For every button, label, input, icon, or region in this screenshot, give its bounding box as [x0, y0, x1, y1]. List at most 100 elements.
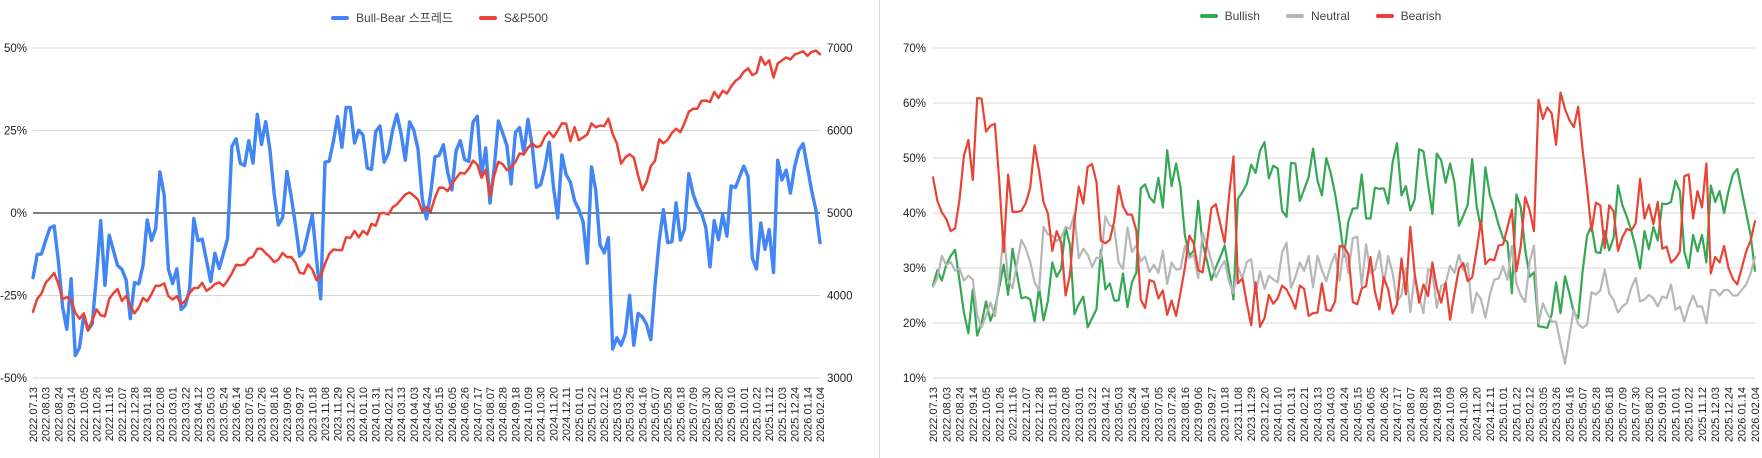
legend-item-neutral: Neutral [1285, 9, 1350, 23]
svg-text:2022.10.05: 2022.10.05 [981, 387, 993, 442]
svg-text:2022.10.26: 2022.10.26 [994, 387, 1006, 442]
svg-text:5000: 5000 [827, 208, 853, 220]
svg-text:2025.10.01: 2025.10.01 [1670, 387, 1682, 442]
svg-text:-25%: -25% [0, 291, 27, 303]
svg-text:-50%: -50% [0, 373, 27, 385]
svg-text:2024.04.24: 2024.04.24 [1339, 387, 1351, 442]
svg-text:2024.05.15: 2024.05.15 [434, 387, 446, 442]
svg-text:2023.03.22: 2023.03.22 [180, 387, 192, 442]
svg-text:2023.10.18: 2023.10.18 [307, 387, 319, 442]
sentiment-chart-legend: Bullish Neutral Bearish [879, 9, 1762, 23]
svg-text:2023.06.14: 2023.06.14 [231, 387, 243, 442]
svg-text:2024.11.20: 2024.11.20 [548, 387, 560, 441]
svg-text:2024.01.10: 2024.01.10 [1273, 387, 1285, 442]
svg-text:2022.09.14: 2022.09.14 [66, 387, 78, 442]
svg-text:2025.02.12: 2025.02.12 [599, 387, 611, 442]
svg-text:2023.07.05: 2023.07.05 [244, 387, 256, 442]
svg-text:60%: 60% [903, 98, 926, 110]
svg-text:2024.10.30: 2024.10.30 [536, 387, 548, 442]
sentiment-breakdown-chart: Bullish Neutral Bearish 70% 60% 50% 40% 30% 2… [879, 0, 1762, 458]
spread-chart-plot: 50% 25% 0% -25% -50% 7000 6000 5000 4000 3000 2022… [0, 43, 853, 442]
svg-text:2024.08.28: 2024.08.28 [1419, 387, 1431, 442]
legend-label-bull-bear-spread: Bull-Bear 스프레드 [356, 11, 453, 25]
svg-text:2024.06.05: 2024.06.05 [447, 387, 459, 442]
svg-text:2024.10.30: 2024.10.30 [1458, 387, 1470, 442]
svg-text:2024.06.26: 2024.06.26 [1379, 387, 1391, 442]
svg-text:2024.10.09: 2024.10.09 [1445, 387, 1457, 442]
svg-text:2023.08.16: 2023.08.16 [1180, 387, 1192, 442]
svg-text:2024.03.13: 2024.03.13 [396, 387, 408, 442]
svg-text:2022.12.07: 2022.12.07 [117, 387, 129, 442]
svg-text:2025.12.24: 2025.12.24 [1723, 387, 1735, 442]
svg-text:2023.11.29: 2023.11.29 [1246, 387, 1258, 441]
svg-text:2025.04.16: 2025.04.16 [1564, 387, 1576, 442]
svg-text:2024.02.21: 2024.02.21 [383, 387, 395, 442]
svg-text:2024.01.10: 2024.01.10 [358, 387, 370, 442]
svg-text:2025.11.12: 2025.11.12 [764, 387, 776, 441]
svg-text:2025.06.18: 2025.06.18 [1604, 387, 1616, 442]
svg-text:50%: 50% [4, 43, 27, 55]
svg-text:2022.08.24: 2022.08.24 [53, 387, 65, 442]
svg-text:2023.04.12: 2023.04.12 [193, 387, 205, 442]
svg-text:2023.11.08: 2023.11.08 [1233, 387, 1245, 441]
svg-text:2025.10.22: 2025.10.22 [752, 387, 764, 442]
svg-text:2025.05.07: 2025.05.07 [650, 387, 662, 442]
svg-text:2023.11.29: 2023.11.29 [333, 387, 345, 441]
svg-text:2025.03.05: 2025.03.05 [612, 387, 624, 442]
svg-text:50%: 50% [903, 153, 926, 165]
svg-text:2023.08.16: 2023.08.16 [269, 387, 281, 442]
svg-text:2024.09.18: 2024.09.18 [510, 387, 522, 442]
svg-text:7000: 7000 [827, 43, 853, 55]
svg-text:2025.12.24: 2025.12.24 [790, 387, 802, 442]
svg-text:2025.07.09: 2025.07.09 [1617, 387, 1629, 442]
svg-text:2024.09.18: 2024.09.18 [1432, 387, 1444, 442]
svg-text:2025.01.22: 2025.01.22 [587, 387, 599, 442]
svg-text:2023.06.14: 2023.06.14 [1140, 387, 1152, 442]
svg-text:2023.07.26: 2023.07.26 [1167, 387, 1179, 442]
svg-text:2025.07.30: 2025.07.30 [1631, 387, 1643, 442]
svg-text:2024.04.24: 2024.04.24 [422, 387, 434, 442]
svg-text:2022.10.05: 2022.10.05 [79, 387, 91, 442]
svg-text:2022.12.28: 2022.12.28 [1034, 387, 1046, 442]
svg-text:2024.04.03: 2024.04.03 [1326, 387, 1338, 442]
legend-item-sp500: S&P500 [478, 11, 548, 25]
chart-divider [879, 0, 880, 458]
svg-text:2023.12.20: 2023.12.20 [1259, 387, 1271, 442]
legend-item-bearish: Bearish [1375, 9, 1441, 23]
svg-text:2024.06.05: 2024.06.05 [1366, 387, 1378, 442]
svg-text:2022.08.03: 2022.08.03 [941, 387, 953, 442]
svg-text:2023.05.03: 2023.05.03 [1114, 387, 1126, 442]
svg-text:0%: 0% [10, 208, 27, 220]
svg-text:2022.12.28: 2022.12.28 [130, 387, 142, 442]
svg-text:2023.12.20: 2023.12.20 [345, 387, 357, 442]
svg-text:2024.11.20: 2024.11.20 [1472, 387, 1484, 441]
svg-text:2025.10.22: 2025.10.22 [1684, 387, 1696, 442]
svg-text:25%: 25% [4, 126, 27, 138]
svg-text:10%: 10% [903, 373, 926, 385]
svg-text:2022.08.24: 2022.08.24 [955, 387, 967, 442]
svg-text:2025.05.07: 2025.05.07 [1578, 387, 1590, 442]
svg-text:2022.08.03: 2022.08.03 [41, 387, 53, 442]
svg-text:2024.07.17: 2024.07.17 [1392, 387, 1404, 442]
svg-text:2023.09.27: 2023.09.27 [295, 387, 307, 442]
svg-text:2022.10.26: 2022.10.26 [91, 387, 103, 442]
svg-text:40%: 40% [903, 208, 926, 220]
legend-color-chip [478, 15, 497, 20]
bull-bear-spread-chart: Bull-Bear 스프레드 S&P500 50% 25% 0% -25% -50% 70… [0, 0, 879, 458]
svg-text:2022.07.13: 2022.07.13 [28, 387, 40, 442]
svg-text:2025.01.22: 2025.01.22 [1511, 387, 1523, 442]
legend-color-chip [1199, 14, 1218, 18]
svg-text:2023.02.08: 2023.02.08 [1061, 387, 1073, 442]
svg-text:2026.02.04: 2026.02.04 [1750, 387, 1762, 442]
svg-text:2024.10.09: 2024.10.09 [523, 387, 535, 442]
svg-text:2024.07.17: 2024.07.17 [472, 387, 484, 442]
svg-text:2023.05.24: 2023.05.24 [1127, 387, 1139, 442]
svg-text:2023.05.24: 2023.05.24 [218, 387, 230, 442]
svg-text:2025.04.16: 2025.04.16 [637, 387, 649, 442]
svg-text:2025.08.20: 2025.08.20 [713, 387, 725, 442]
svg-text:2022.07.13: 2022.07.13 [928, 387, 940, 442]
svg-text:4000: 4000 [827, 291, 853, 303]
svg-text:2025.12.03: 2025.12.03 [1710, 387, 1722, 442]
svg-text:2025.09.10: 2025.09.10 [726, 387, 738, 442]
svg-text:2025.10.01: 2025.10.01 [739, 387, 751, 442]
